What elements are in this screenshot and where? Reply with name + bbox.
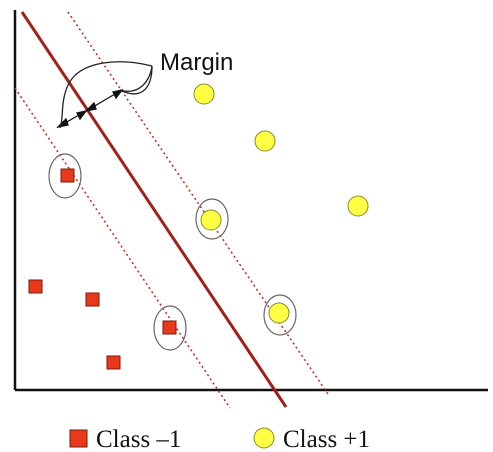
legend-class-pos-swatch — [253, 427, 275, 449]
class-neg-point — [28, 279, 43, 294]
legend-class-neg-label: Class –1 — [96, 426, 181, 452]
class-pos-point — [268, 302, 290, 324]
margin-arrows — [56, 88, 124, 129]
class-pos-point — [254, 130, 276, 152]
class-pos-point — [193, 83, 215, 105]
margin-callout-tail — [119, 65, 153, 92]
legend-class-neg-swatch — [69, 429, 88, 448]
support-vector-ring — [153, 305, 187, 351]
class-pos-point — [200, 209, 222, 231]
class-pos-point — [347, 195, 369, 217]
support-vector-ring — [48, 153, 82, 199]
class-neg-point — [106, 355, 121, 370]
margin-boundary-positive — [67, 11, 329, 395]
class-neg-point — [85, 292, 100, 307]
class-neg-point — [162, 320, 177, 335]
legend-class-pos-label: Class +1 — [283, 426, 370, 452]
class-neg-point — [60, 168, 75, 183]
legend: Class –1 Class +1 — [69, 426, 370, 452]
margin-label: Margin — [160, 49, 233, 76]
support-vector-ring — [263, 294, 297, 336]
separating-hyperplane — [20, 11, 288, 408]
margin-boundary-negative — [14, 87, 231, 409]
support-vector-ring — [195, 198, 229, 240]
margin-callout-bubble — [59, 61, 153, 129]
